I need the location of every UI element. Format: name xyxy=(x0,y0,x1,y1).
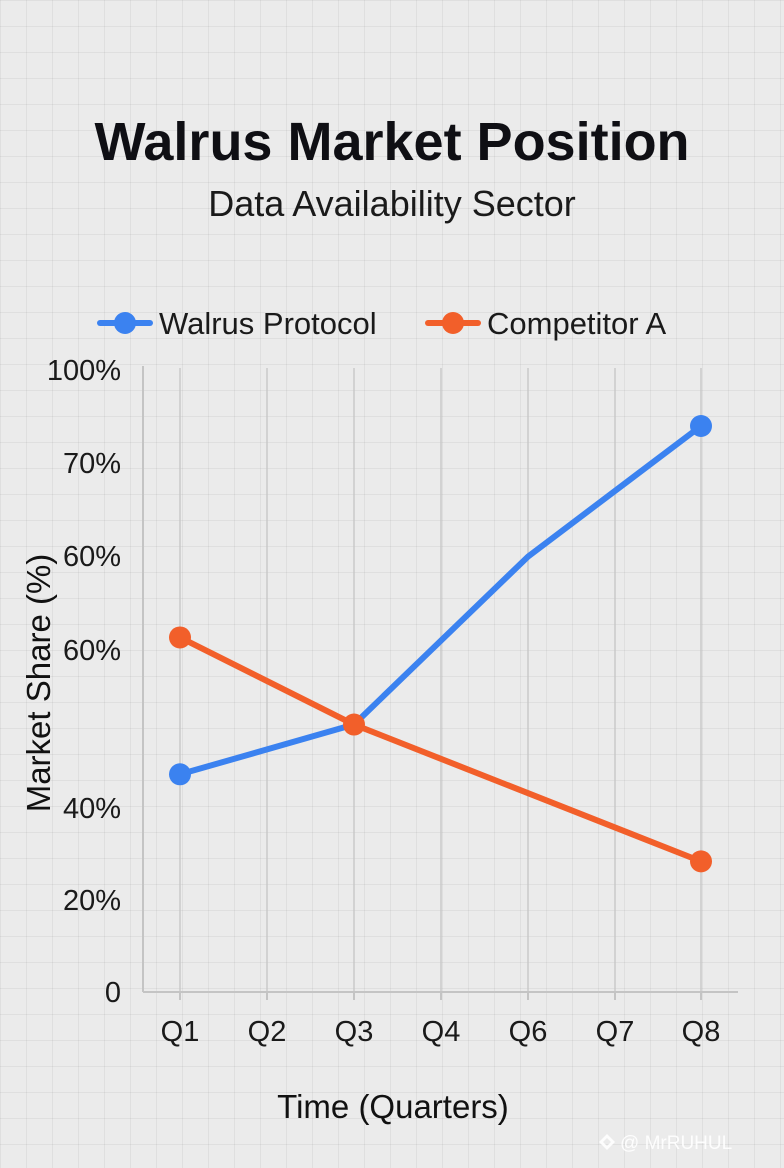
data-point xyxy=(690,414,712,437)
data-point xyxy=(169,763,191,786)
y-tick-label: 20% xyxy=(63,885,121,917)
x-tick-label: Q7 xyxy=(596,1016,635,1048)
x-tick-label: Q6 xyxy=(509,1016,548,1048)
data-point xyxy=(690,850,712,873)
y-axis-label: Market Share (%) xyxy=(20,554,57,813)
diamond-logo-icon xyxy=(599,1134,615,1150)
watermark: @ MrRUHUL xyxy=(599,1133,732,1154)
y-tick-label: 100% xyxy=(47,355,121,387)
x-tick-label: Q4 xyxy=(422,1016,461,1048)
grid-lines xyxy=(179,368,702,992)
watermark-text: @ MrRUHUL xyxy=(620,1133,732,1154)
x-tick-label: Q3 xyxy=(335,1016,374,1048)
y-tick-label: 40% xyxy=(63,793,121,825)
data-point xyxy=(343,713,365,736)
x-tick-label: Q2 xyxy=(248,1016,287,1048)
series-0 xyxy=(169,414,712,786)
legend-marker xyxy=(114,312,136,334)
x-tick-label: Q1 xyxy=(161,1016,200,1048)
legend: Walrus Protocol Competitor A xyxy=(97,306,667,341)
y-tick-label: 70% xyxy=(63,448,121,480)
series-layer xyxy=(169,414,712,873)
x-axis-ticks: Q1 Q2 Q3 Q4 Q6 Q7 Q8 xyxy=(161,992,721,1048)
x-axis-label: Time (Quarters) xyxy=(277,1088,509,1125)
legend-label: Competitor A xyxy=(487,306,667,341)
data-point xyxy=(169,626,191,649)
y-tick-label: 60% xyxy=(63,635,121,667)
y-tick-label: 60% xyxy=(63,541,121,573)
y-tick-label: 0 xyxy=(105,977,121,1009)
x-tick-label: Q8 xyxy=(682,1016,721,1048)
legend-label: Walrus Protocol xyxy=(159,306,377,341)
series-line xyxy=(177,422,704,778)
chart-subtitle: Data Availability Sector xyxy=(208,183,576,224)
y-axis-ticks: 0 20% 40% 60% 60% 70% 100% xyxy=(47,355,121,1009)
chart-title: Walrus Market Position xyxy=(94,112,689,172)
legend-marker xyxy=(442,312,464,334)
